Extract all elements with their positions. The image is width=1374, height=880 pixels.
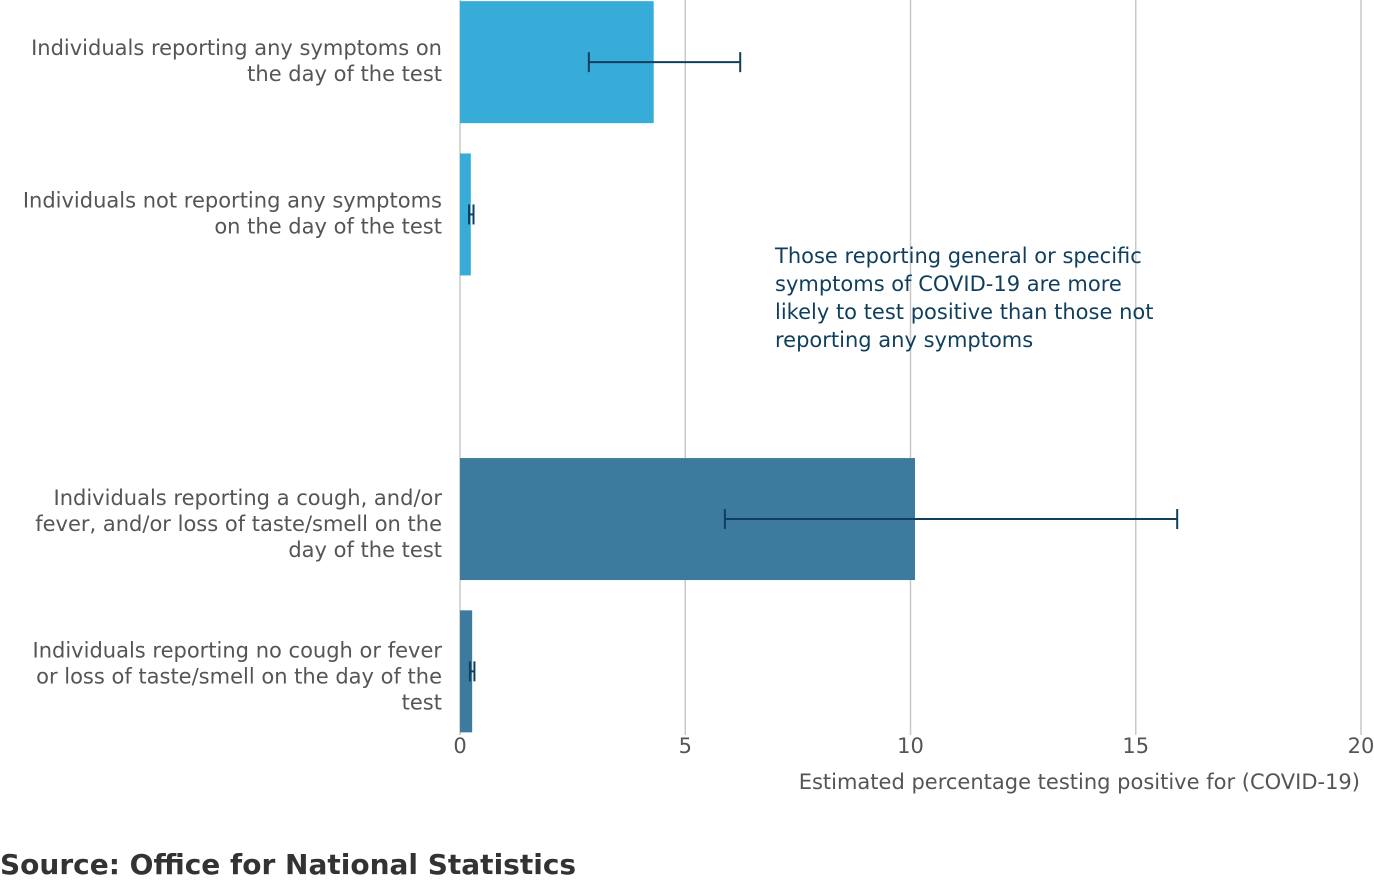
bar — [460, 610, 473, 733]
y-tick-label: the day of the test — [247, 62, 442, 86]
y-tick-label: day of the test — [288, 538, 442, 562]
x-tick-label: 0 — [453, 734, 466, 758]
y-tick-label: on the day of the test — [214, 214, 442, 238]
annotation: symptoms of COVID-19 are more — [775, 272, 1122, 296]
y-tick-label: Individuals not reporting any symptoms — [23, 188, 442, 212]
source: Source: Office for National Statistics — [0, 848, 576, 880]
x-axis-title: Estimated percentage testing positive fo… — [799, 770, 1360, 794]
annotation: likely to test positive than those not — [775, 300, 1153, 324]
x-tick-label: 5 — [679, 734, 692, 758]
y-tick-label: Individuals reporting no cough or fever — [33, 638, 443, 662]
bar — [460, 153, 471, 276]
x-tick-label: 10 — [897, 734, 924, 758]
annotation: reporting any symptoms — [775, 328, 1033, 352]
x-tick-label: 20 — [1348, 734, 1374, 758]
annotation: Those reporting general or specific — [774, 244, 1142, 268]
y-tick-label: fever, and/or loss of taste/smell on the — [35, 512, 442, 536]
y-tick-label: test — [402, 690, 442, 714]
x-tick-label: 15 — [1122, 734, 1149, 758]
y-tick-label: or loss of taste/smell on the day of the — [36, 664, 442, 688]
y-tick-label: Individuals reporting any symptoms on — [31, 36, 442, 60]
y-tick-label: Individuals reporting a cough, and/or — [54, 486, 443, 510]
